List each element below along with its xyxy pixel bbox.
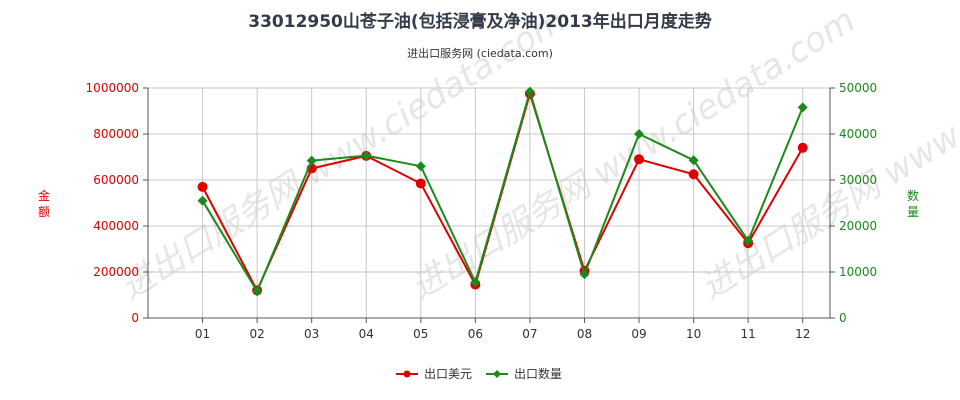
left-axis-tick-label: 600000 — [93, 173, 139, 187]
x-axis-tick-label: 03 — [304, 327, 319, 341]
data-point-series-2 — [470, 277, 481, 288]
data-point-series-1 — [197, 181, 208, 192]
series-layer — [197, 86, 808, 297]
right-axis-tick-label: 0 — [839, 311, 847, 325]
legend-marker — [493, 370, 501, 378]
data-point-series-2 — [524, 86, 535, 97]
data-point-series-2 — [306, 155, 317, 166]
legend-label: 出口美元 — [424, 367, 472, 381]
x-axis-tick-label: 06 — [468, 327, 483, 341]
right-axis-tick-label: 40000 — [839, 127, 877, 141]
left-axis-title: 金 — [38, 188, 50, 203]
data-point-series-2 — [743, 235, 754, 246]
legend-label: 出口数量 — [514, 366, 562, 381]
x-axis-tick-label: 08 — [577, 327, 592, 341]
left-axis-title: 额 — [38, 205, 50, 219]
left-axis-tick-label: 800000 — [93, 127, 139, 141]
x-axis-tick-label: 01 — [195, 327, 210, 341]
data-point-series-1 — [634, 154, 645, 165]
right-axis-title: 数 — [907, 188, 919, 203]
left-axis-tick-label: 200000 — [93, 265, 139, 279]
legend-marker — [403, 370, 411, 378]
axes-layer: 0 200000 400000 600000 800000 1000000 0 10000 20… — [38, 81, 919, 341]
data-point-series-2 — [361, 150, 372, 161]
data-point-series-2 — [252, 286, 263, 297]
x-axis-tick-label: 05 — [413, 327, 428, 341]
data-point-series-2 — [634, 129, 645, 139]
chart-title: 33012950山苍子油(包括浸膏及净油)2013年出口月度走势 — [248, 11, 711, 32]
data-point-series-2 — [415, 161, 426, 172]
right-axis-tick-label: 10000 — [839, 265, 877, 279]
x-axis-tick-label: 10 — [686, 327, 701, 341]
x-axis-tick-label: 11 — [741, 327, 756, 341]
chart-subtitle: 进出口服务网 (ciedata.com) — [407, 46, 553, 60]
series-line-2 — [201, 88, 804, 294]
data-point-series-2 — [797, 102, 808, 113]
right-axis-tick-label: 20000 — [839, 219, 877, 233]
x-axis-tick-label: 04 — [359, 327, 374, 341]
data-point-series-1 — [688, 169, 699, 180]
x-axis-tick-label: 07 — [522, 327, 537, 341]
data-point-series-2 — [688, 155, 699, 166]
left-axis-tick-label: 1000000 — [86, 81, 139, 95]
legend: 出口美元 出口数量 — [396, 366, 562, 381]
x-axis-tick-label: 12 — [795, 327, 810, 341]
grid-layer — [148, 87, 831, 319]
right-axis-title: 量 — [907, 205, 919, 219]
x-axis-tick-label: 09 — [631, 327, 646, 341]
data-point-series-1 — [797, 142, 808, 153]
right-axis-tick-label: 50000 — [839, 81, 877, 95]
x-axis-tick-label: 02 — [249, 327, 264, 341]
left-axis-tick-label: 400000 — [93, 219, 139, 233]
data-point-series-2 — [197, 195, 208, 206]
left-axis-tick-label: 0 — [131, 311, 139, 325]
data-point-series-2 — [579, 269, 590, 280]
right-axis-tick-label: 30000 — [839, 173, 877, 187]
data-point-series-1 — [415, 178, 426, 189]
